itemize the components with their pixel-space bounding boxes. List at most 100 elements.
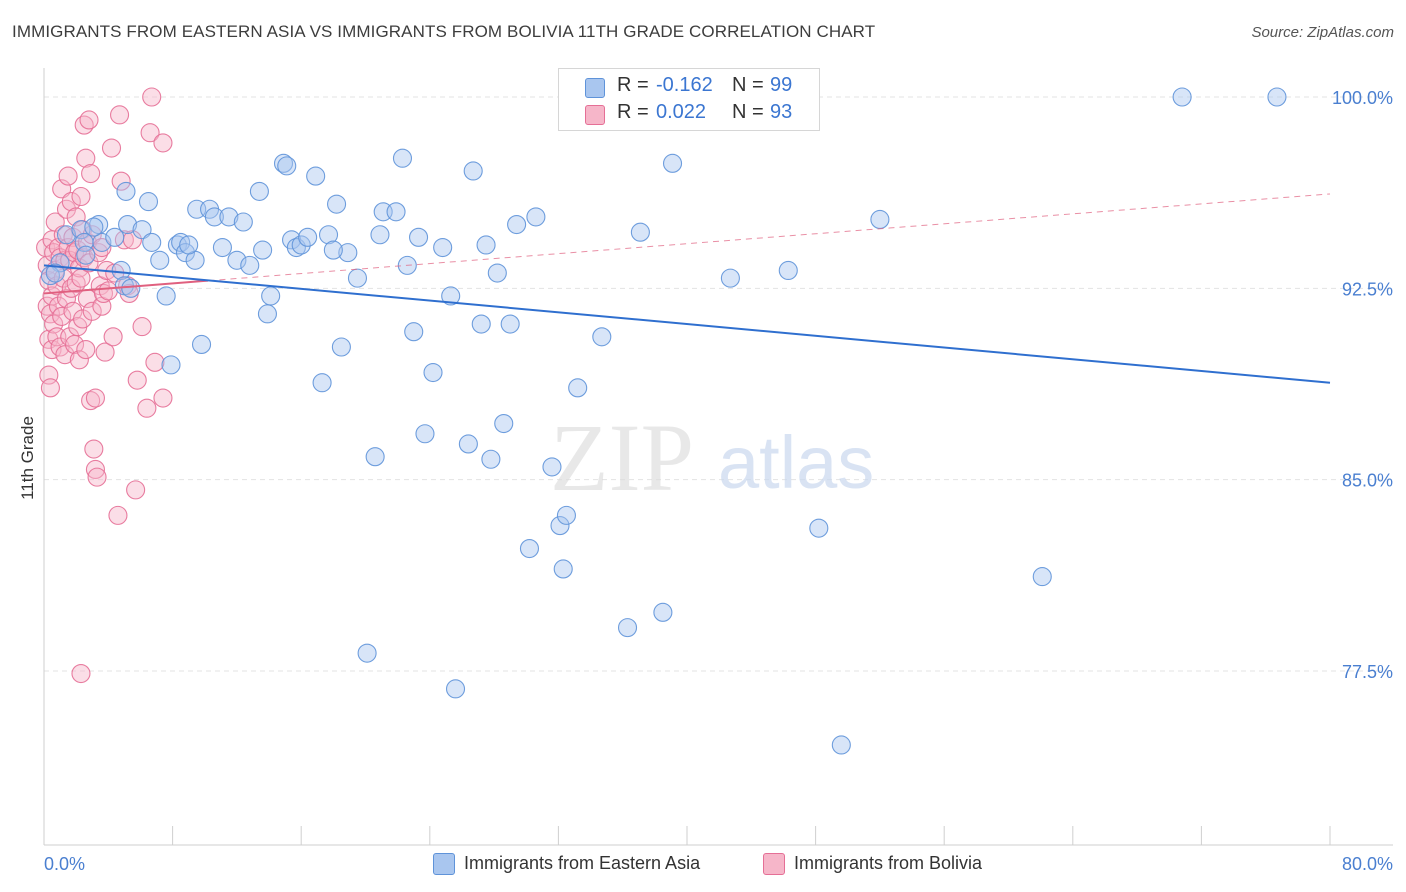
- eastern-asia-point: [219, 207, 239, 227]
- eastern-asia-point: [277, 156, 297, 176]
- eastern-asia-point: [167, 235, 187, 255]
- eastern-asia-point: [809, 518, 829, 538]
- bolivia-point: [71, 186, 91, 207]
- bolivia-point: [44, 314, 64, 334]
- eastern-asia-point: [357, 643, 377, 663]
- eastern-asia-point: [404, 322, 424, 342]
- eastern-asia-point: [458, 434, 478, 454]
- trend-lines: [43, 193, 1331, 384]
- y-tick-label: 77.5%: [1342, 662, 1393, 682]
- eastern-asia-point: [105, 227, 125, 247]
- bolivia-point: [95, 342, 115, 362]
- eastern-asia-point: [542, 457, 562, 477]
- eastern-asia-point: [415, 424, 435, 444]
- bolivia-point: [64, 243, 85, 263]
- grid-lines: [44, 96, 1393, 672]
- eastern-asia-point: [445, 679, 466, 699]
- eastern-asia-point: [365, 447, 385, 467]
- eastern-asia-point: [500, 314, 520, 334]
- eastern-asia-point: [179, 235, 199, 255]
- legend-n-value: 99: [770, 74, 793, 96]
- bolivia-point: [153, 133, 173, 153]
- eastern-asia-point: [323, 240, 343, 260]
- eastern-asia-point: [408, 227, 429, 247]
- bolivia-point: [140, 123, 160, 143]
- eastern-asia-point: [617, 618, 638, 638]
- eastern-asia-point: [370, 225, 390, 245]
- correlation-legend: R = -0.162 N = 99 R = 0.022 N = 93: [558, 68, 820, 131]
- eastern-asia-point: [386, 202, 406, 222]
- eastern-asia-point: [553, 559, 573, 579]
- eastern-asia-point: [441, 286, 461, 306]
- eastern-asia-point: [338, 243, 358, 263]
- eastern-asia-point: [132, 220, 152, 240]
- eastern-asia-point: [507, 215, 527, 235]
- bolivia-point: [73, 309, 93, 329]
- eastern-asia-point: [471, 314, 491, 334]
- eastern-asia-point: [156, 286, 176, 306]
- eastern-asia-point: [463, 161, 483, 181]
- eastern-asia-point: [1172, 87, 1192, 107]
- bolivia-point: [82, 225, 102, 245]
- bolivia-points: [36, 87, 173, 684]
- eastern-asia-point: [720, 268, 740, 288]
- bolivia-point: [98, 281, 118, 301]
- legend-label-eastern-asia: Immigrants from Eastern Asia: [464, 853, 701, 873]
- bolivia-point: [111, 171, 131, 191]
- eastern-asia-point: [92, 232, 112, 252]
- legend-label-bolivia: Immigrants from Bolivia: [794, 853, 983, 873]
- legend-n-label: N =: [732, 74, 764, 96]
- bolivia-point: [52, 306, 72, 326]
- eastern-asia-point: [870, 209, 890, 230]
- bolivia-point: [55, 345, 75, 365]
- y-tick-labels: 100.0% 92.5% 85.0% 77.5%: [1332, 88, 1393, 682]
- legend-row-eastern-asia: R = -0.162 N = 99: [559, 74, 819, 100]
- y-axis-label: 11th Grade: [18, 416, 37, 500]
- bolivia-point: [76, 148, 96, 168]
- eastern-asia-point: [150, 250, 170, 270]
- eastern-asia-point: [630, 222, 650, 242]
- eastern-asia-point: [111, 260, 131, 281]
- eastern-asia-point: [519, 538, 540, 559]
- eastern-asia-point: [227, 250, 247, 270]
- y-tick-label: 85.0%: [1342, 471, 1393, 491]
- bolivia-point: [85, 459, 105, 480]
- bolivia-point: [58, 166, 78, 186]
- legend-swatch-pink: [763, 853, 785, 875]
- legend-swatch-blue: [585, 78, 605, 98]
- bolivia-point: [69, 350, 89, 370]
- eastern-asia-point: [526, 207, 546, 227]
- bolivia-point: [101, 138, 122, 158]
- bolivia-point: [79, 110, 99, 130]
- eastern-asia-point: [312, 373, 332, 393]
- eastern-asia-point: [1032, 567, 1052, 587]
- eastern-asia-point: [423, 362, 443, 383]
- eastern-asia-point: [592, 327, 612, 347]
- legend-n-label: N =: [732, 101, 764, 123]
- eastern-asia-point: [171, 232, 191, 252]
- eastern-asia-point: [138, 192, 159, 212]
- bolivia-point: [145, 352, 165, 372]
- eastern-asia-point: [191, 334, 212, 355]
- eastern-asia-point: [118, 215, 138, 235]
- eastern-asia-point: [175, 243, 196, 263]
- bolivia-point: [153, 388, 173, 408]
- source-label: Source: ZipAtlas.com: [1251, 24, 1394, 41]
- eastern-asia-point: [550, 516, 570, 536]
- axes: [43, 68, 1393, 846]
- legend-r-value: 0.022: [656, 101, 707, 123]
- eastern-asia-trend-line: [43, 264, 1331, 384]
- legend-r-label: R =: [617, 101, 649, 123]
- bolivia-point: [84, 439, 104, 459]
- eastern-asia-point: [261, 286, 281, 306]
- eastern-asia-point: [653, 602, 673, 622]
- eastern-asia-point: [318, 225, 339, 245]
- eastern-asia-point: [778, 260, 798, 281]
- legend-swatch-pink: [585, 105, 605, 125]
- watermark-zip: ZIP: [550, 404, 694, 511]
- eastern-asia-point: [240, 255, 260, 275]
- eastern-asia-point: [331, 337, 351, 357]
- eastern-asia-point: [233, 212, 253, 232]
- bolivia-point: [48, 296, 69, 316]
- bolivia-point: [85, 388, 105, 408]
